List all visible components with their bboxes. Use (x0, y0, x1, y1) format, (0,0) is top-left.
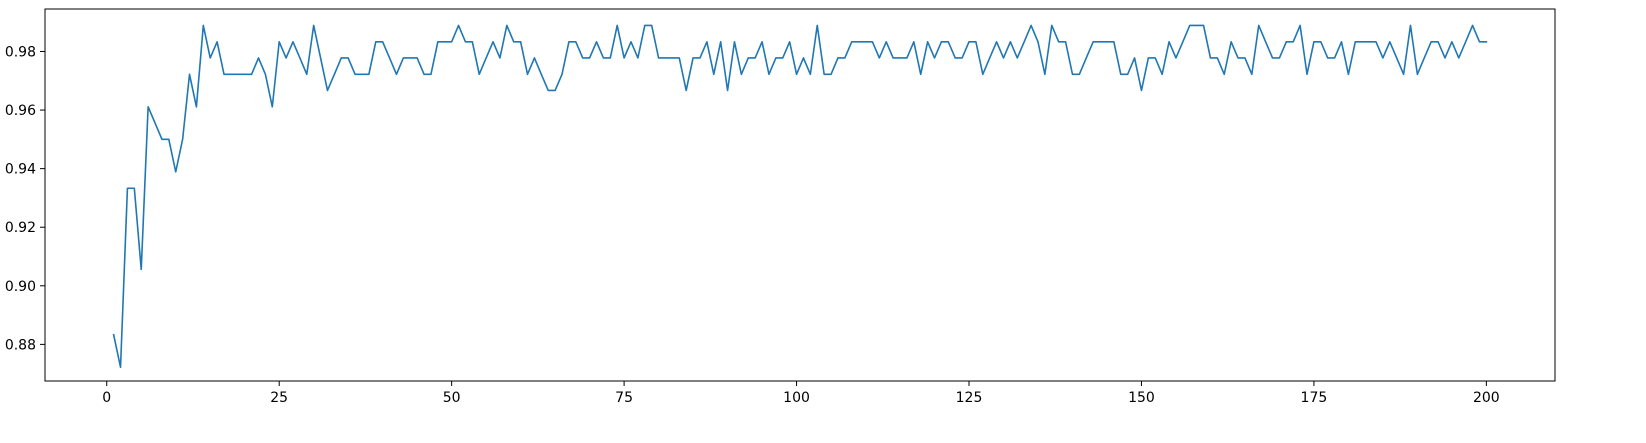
x-tick-label: 0 (102, 390, 111, 406)
y-tick-label: 0.90 (5, 279, 36, 295)
x-tick-label: 75 (615, 390, 633, 406)
y-tick-label: 0.96 (5, 103, 36, 119)
ticks-layer: 0 25 50 75 100 125 150 175 200 0.88 0.90 0.92 0.94 0.… (5, 44, 1500, 406)
x-tick-label: 50 (443, 390, 461, 406)
x-tick-label: 150 (1128, 390, 1155, 406)
y-tick-label: 0.92 (5, 220, 36, 236)
x-tick-label: 100 (783, 390, 810, 406)
series-layer (112, 24, 1488, 369)
x-tick-label: 200 (1473, 390, 1500, 406)
x-tick-label: 125 (956, 390, 983, 406)
y-tick-label: 0.94 (5, 162, 36, 178)
axes-layer (44, 8, 1556, 382)
y-tick-label: 0.98 (5, 44, 36, 60)
x-tick-label: 25 (270, 390, 288, 406)
x-tick-label: 175 (1301, 390, 1328, 406)
y-tick-label: 0.88 (5, 337, 36, 353)
series-line-0 (112, 24, 1488, 369)
axes-frame (44, 8, 1556, 382)
